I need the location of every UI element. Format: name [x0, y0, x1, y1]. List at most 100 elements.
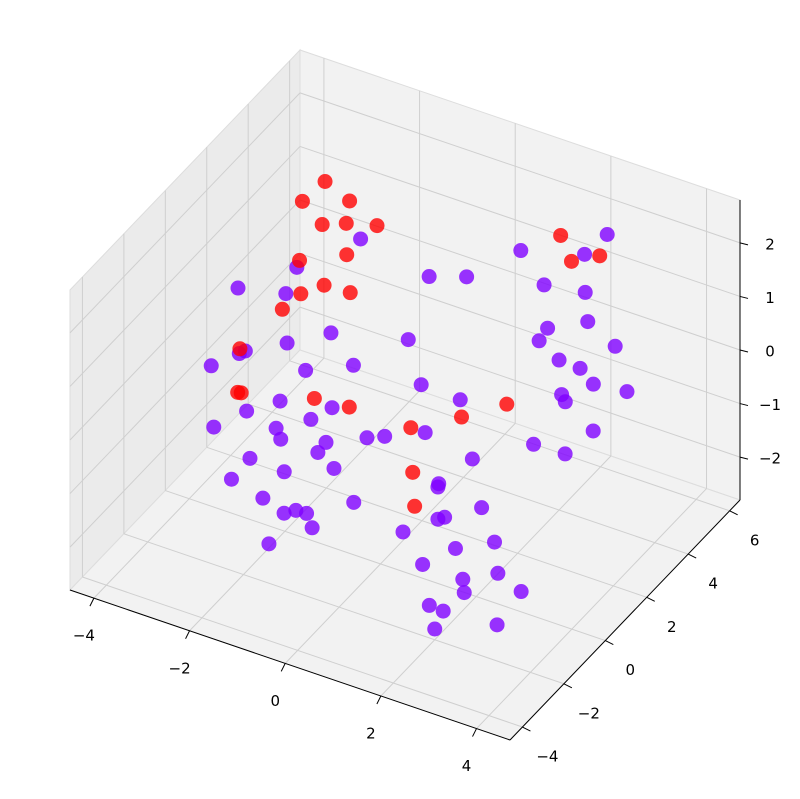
z-tick-label: −1 [759, 396, 781, 414]
point [272, 393, 288, 409]
point [421, 597, 437, 613]
point [405, 464, 421, 480]
point [292, 252, 308, 268]
tick-mark [739, 349, 749, 353]
z-tick-label: 1 [765, 289, 775, 307]
point [314, 217, 330, 233]
grid-line [82, 576, 523, 728]
point [276, 505, 292, 521]
point [564, 253, 580, 269]
point [557, 446, 573, 462]
point [342, 193, 358, 209]
point [279, 335, 295, 351]
point [342, 285, 358, 301]
point [553, 227, 569, 243]
point [435, 603, 451, 619]
point [359, 430, 375, 446]
tick-mark [522, 726, 531, 732]
point [323, 325, 339, 341]
tick-mark [739, 295, 749, 299]
point [427, 621, 443, 637]
point [557, 394, 573, 410]
point [577, 246, 593, 262]
point [577, 284, 593, 300]
point [400, 332, 416, 348]
point [338, 215, 354, 231]
y-tick-label: −2 [578, 704, 600, 722]
tick-mark [739, 403, 749, 407]
point [316, 277, 332, 293]
point [339, 247, 355, 263]
x-tick-label: 4 [462, 757, 472, 775]
point [353, 231, 369, 247]
grid-line [299, 306, 741, 458]
point [341, 399, 357, 415]
point [346, 494, 362, 510]
point [261, 536, 277, 552]
point [455, 571, 471, 587]
point [430, 479, 446, 495]
point [318, 434, 334, 450]
tick-mark [646, 596, 655, 602]
point [345, 357, 361, 373]
point [255, 490, 271, 506]
grid-line [165, 490, 606, 642]
x-tick-label: 0 [270, 692, 280, 710]
point [278, 286, 294, 302]
point [421, 269, 437, 285]
grid-line [69, 199, 301, 441]
grid-line [69, 306, 301, 548]
z-tick-label: 0 [765, 343, 775, 361]
point [452, 392, 468, 408]
point [273, 431, 289, 447]
point [437, 509, 453, 525]
point [293, 286, 309, 302]
point [585, 423, 601, 439]
point [599, 226, 615, 242]
tick-mark [739, 456, 749, 460]
point [464, 451, 480, 467]
point [513, 584, 529, 600]
point [395, 524, 411, 540]
tick-mark [472, 728, 477, 737]
point [407, 498, 423, 514]
point [288, 502, 304, 518]
x-tick-label: −4 [73, 627, 95, 645]
point [310, 444, 326, 460]
x-axis-line [69, 589, 511, 741]
point [513, 243, 529, 259]
point [303, 411, 319, 427]
point [324, 400, 340, 416]
tick-mark [376, 695, 382, 705]
point [607, 338, 623, 354]
y-tick-label: 6 [750, 531, 760, 549]
point [298, 362, 314, 378]
point [377, 428, 393, 444]
grid-line [69, 253, 301, 494]
point [203, 358, 219, 374]
grid-line [299, 92, 741, 244]
point [239, 403, 255, 419]
grid-line [69, 92, 301, 334]
tick-mark [729, 510, 738, 516]
grid-line [476, 488, 707, 729]
point [619, 384, 635, 400]
point [304, 520, 320, 536]
tick-mark [89, 597, 95, 607]
x-tick-label: 2 [366, 724, 376, 742]
tick-mark [739, 242, 749, 246]
point [499, 396, 515, 412]
point [585, 376, 601, 392]
point [540, 320, 556, 336]
tick-mark [605, 640, 614, 645]
point [456, 585, 472, 601]
point [490, 565, 506, 581]
z-tick-label: 2 [765, 235, 775, 253]
point [274, 301, 290, 317]
point [447, 540, 463, 556]
point [326, 460, 342, 476]
point [474, 500, 490, 516]
y-tick-label: −4 [536, 748, 558, 766]
y-tick-label: 0 [626, 661, 636, 679]
